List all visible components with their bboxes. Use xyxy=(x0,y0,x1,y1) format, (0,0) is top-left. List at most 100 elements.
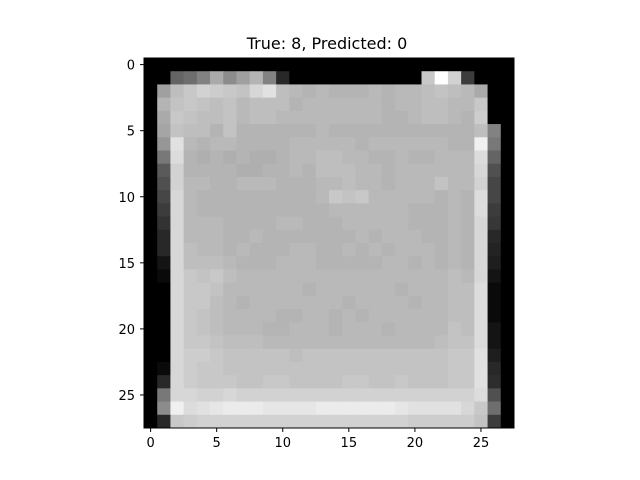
heatmap-cell xyxy=(196,309,211,323)
heatmap-cell xyxy=(157,256,171,270)
heatmap-cell xyxy=(381,84,396,99)
heatmap-cell xyxy=(315,97,330,112)
heatmap-cell xyxy=(421,71,436,85)
heatmap-cell xyxy=(474,256,488,270)
heatmap-cell xyxy=(236,176,251,191)
heatmap-cell xyxy=(236,282,251,297)
heatmap-cell xyxy=(223,84,237,99)
heatmap-cell xyxy=(183,282,198,297)
heatmap-cell xyxy=(276,295,290,310)
heatmap-cell xyxy=(183,375,198,389)
heatmap-cell xyxy=(183,150,198,165)
heatmap-cell xyxy=(434,137,449,151)
heatmap-cell xyxy=(302,190,317,204)
heatmap-cell xyxy=(342,137,356,151)
heatmap-cell xyxy=(381,243,396,257)
heatmap-cell xyxy=(434,335,449,350)
heatmap-cell xyxy=(315,269,330,284)
heatmap-cell xyxy=(315,84,330,99)
heatmap-cell xyxy=(262,269,277,284)
heatmap-cell xyxy=(408,309,422,323)
heatmap-cell xyxy=(355,414,370,429)
heatmap-cell xyxy=(421,124,436,138)
heatmap-cell xyxy=(368,216,383,231)
heatmap-cell xyxy=(474,216,488,231)
heatmap-cell xyxy=(144,375,158,389)
heatmap-cell xyxy=(408,58,422,72)
heatmap-cell xyxy=(276,216,290,231)
heatmap-cell xyxy=(395,216,409,231)
heatmap-cell xyxy=(381,71,396,85)
heatmap-cell xyxy=(368,282,383,297)
heatmap-cell xyxy=(302,137,317,151)
heatmap-cell xyxy=(447,203,462,217)
heatmap-cell xyxy=(223,150,237,165)
heatmap-cell xyxy=(170,190,185,204)
heatmap-cell xyxy=(276,163,290,178)
heatmap-cell xyxy=(249,375,264,389)
heatmap-cell xyxy=(315,309,330,323)
heatmap-cell xyxy=(487,414,502,429)
heatmap-cell xyxy=(329,243,343,257)
heatmap-cell xyxy=(447,58,462,72)
heatmap-cell xyxy=(434,243,449,257)
heatmap-cell xyxy=(144,97,158,112)
heatmap-cell xyxy=(262,216,277,231)
heatmap-cell xyxy=(474,150,488,165)
heatmap-cell xyxy=(434,348,449,363)
y-tick-label: 15 xyxy=(118,257,135,272)
heatmap-cell xyxy=(487,309,502,323)
heatmap-cell xyxy=(395,388,409,402)
heatmap-cell xyxy=(395,243,409,257)
heatmap-cell xyxy=(487,295,502,310)
heatmap-cell xyxy=(196,388,211,402)
heatmap-cell xyxy=(447,124,462,138)
heatmap-cell xyxy=(196,256,211,270)
heatmap-cell xyxy=(381,388,396,402)
heatmap-cell xyxy=(500,216,515,231)
heatmap-cell xyxy=(461,216,475,231)
heatmap-cell xyxy=(249,295,264,310)
heatmap-cell xyxy=(262,163,277,178)
heatmap-cell xyxy=(408,401,422,416)
heatmap-cell xyxy=(408,269,422,284)
heatmap-cell xyxy=(157,269,171,284)
heatmap-cell xyxy=(487,71,502,85)
heatmap-cell xyxy=(210,309,224,323)
heatmap-cell xyxy=(289,414,303,429)
heatmap-cell xyxy=(461,163,475,178)
heatmap-cell xyxy=(421,190,436,204)
heatmap-cell xyxy=(183,110,198,125)
heatmap-cell xyxy=(170,309,185,323)
heatmap-cell xyxy=(368,97,383,112)
heatmap-cell xyxy=(144,414,158,429)
heatmap-cell xyxy=(421,97,436,112)
heatmap-cell xyxy=(249,401,264,416)
heatmap-cell xyxy=(461,375,475,389)
heatmap-cell xyxy=(196,269,211,284)
heatmap-cell xyxy=(329,163,343,178)
heatmap-cell xyxy=(236,229,251,244)
heatmap-cell xyxy=(276,243,290,257)
heatmap-cell xyxy=(381,348,396,363)
heatmap-cell xyxy=(183,203,198,217)
heatmap-cell xyxy=(329,124,343,138)
heatmap-cell xyxy=(342,124,356,138)
heatmap-cell xyxy=(170,71,185,85)
heatmap-cell xyxy=(262,229,277,244)
heatmap-cell xyxy=(395,137,409,151)
heatmap-cell xyxy=(170,348,185,363)
heatmap-cell xyxy=(381,229,396,244)
heatmap-cell xyxy=(196,361,211,376)
heatmap-cell xyxy=(289,388,303,402)
heatmap-cell xyxy=(170,361,185,376)
heatmap-cell xyxy=(461,322,475,336)
heatmap-cell xyxy=(170,84,185,99)
heatmap-cell xyxy=(276,309,290,323)
heatmap-cell xyxy=(368,137,383,151)
heatmap-cell xyxy=(474,322,488,336)
heatmap-cell xyxy=(157,203,171,217)
heatmap-cell xyxy=(395,190,409,204)
heatmap-cell xyxy=(170,150,185,165)
heatmap-cell xyxy=(395,58,409,72)
